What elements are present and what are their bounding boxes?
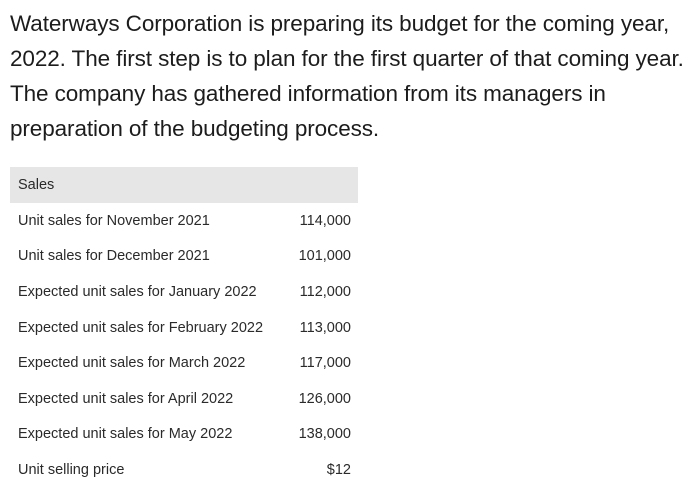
table-row: Unit selling price $12 bbox=[10, 452, 358, 488]
row-value: 112,000 bbox=[299, 283, 351, 300]
table-row: Expected unit sales for January 2022 112… bbox=[10, 274, 358, 310]
row-label: Expected unit sales for May 2022 bbox=[18, 426, 233, 443]
table-header-sales: Sales bbox=[10, 167, 358, 203]
table-row: Unit sales for December 2021 101,000 bbox=[10, 239, 358, 275]
row-value: 138,000 bbox=[298, 426, 351, 443]
row-label: Expected unit sales for April 2022 bbox=[18, 390, 234, 407]
table-row: Expected unit sales for May 2022 138,000 bbox=[10, 417, 358, 453]
table-row: Expected unit sales for March 2022 117,0… bbox=[10, 345, 358, 381]
table-row: Expected unit sales for April 2022 126,0… bbox=[10, 381, 358, 417]
row-value: 113,000 bbox=[299, 319, 351, 336]
row-label: Expected unit sales for February 2022 bbox=[18, 319, 264, 336]
intro-paragraph: Waterways Corporation is preparing its b… bbox=[10, 11, 684, 141]
row-label: Unit sales for December 2021 bbox=[18, 248, 210, 265]
row-label: Unit sales for November 2021 bbox=[18, 212, 210, 229]
row-label: Unit selling price bbox=[18, 461, 125, 478]
row-label: Expected unit sales for March 2022 bbox=[18, 355, 246, 372]
table-header-row: Sales bbox=[10, 167, 358, 203]
table-row: Unit sales for November 2021 114,000 bbox=[10, 203, 358, 239]
sales-table: Sales Unit sales for November 2021 114,0… bbox=[10, 167, 358, 488]
row-value: 101,000 bbox=[298, 248, 351, 265]
row-value: 114,000 bbox=[299, 212, 351, 229]
table-row: Expected unit sales for February 2022 11… bbox=[10, 310, 358, 346]
row-label: Expected unit sales for January 2022 bbox=[18, 283, 257, 300]
row-value: 126,000 bbox=[298, 390, 351, 407]
row-value: 117,000 bbox=[299, 355, 351, 372]
row-value: $12 bbox=[326, 461, 351, 478]
